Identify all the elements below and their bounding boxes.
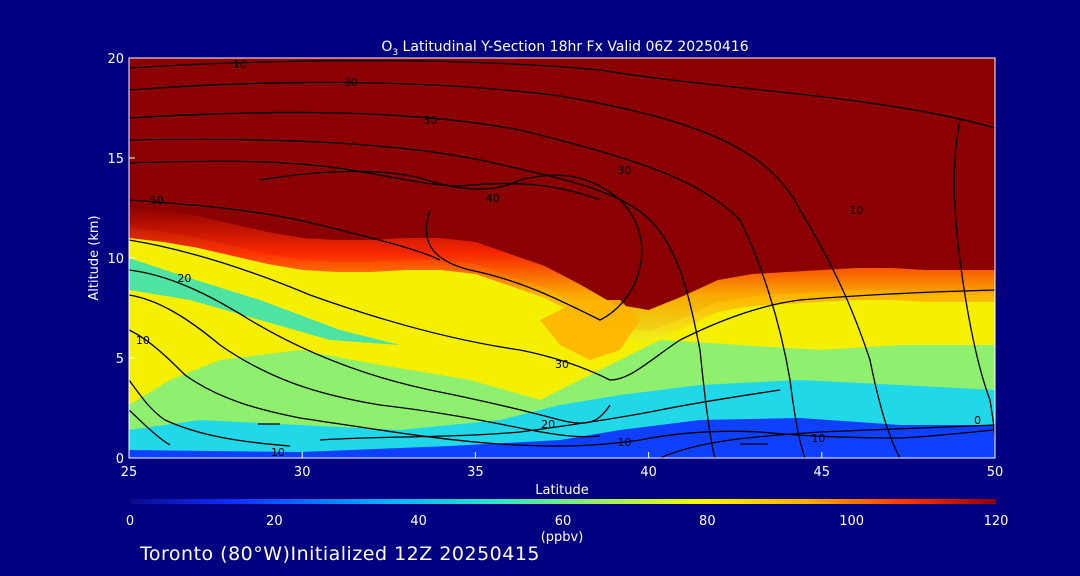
x-tick-label: 50 — [987, 465, 1004, 480]
colorbar-tick-label: 20 — [266, 514, 283, 529]
contour-label: 10 — [617, 436, 631, 449]
blue-layer — [129, 418, 995, 458]
x-axis-label: Latitude — [535, 483, 589, 498]
contour-label: 30 — [423, 114, 437, 127]
y-tick-label: 15 — [107, 152, 124, 167]
contour-label: 30 — [617, 164, 631, 177]
contour-label: 10 — [233, 58, 247, 71]
x-tick-label: 30 — [294, 465, 311, 480]
y-axis: 0 5 10 15 20 — [107, 52, 135, 467]
contour-label: 10 — [136, 334, 150, 347]
contour-label: 40 — [486, 192, 500, 205]
colorbar-tick-label: 100 — [839, 514, 864, 529]
contour-label: 50 — [150, 194, 164, 207]
plot-area: 10 20 50 40 30 30 30 10 10 30 20 10 10 10 0 — [129, 58, 995, 459]
y-axis-label: Altitude (km) — [87, 215, 102, 300]
tropopause-band — [129, 206, 995, 342]
colorbar-ticks: 0 20 40 60 80 100 120 — [126, 514, 1009, 529]
x-tick-label: 25 — [121, 465, 138, 480]
contour-label: 30 — [344, 76, 358, 89]
orange-core — [540, 300, 640, 360]
colorbar-tick-label: 80 — [699, 514, 716, 529]
footer-initialized: Initialized 12Z 20250415 — [290, 543, 541, 565]
y-tick-label: 0 — [116, 452, 124, 467]
contour-label: 20 — [541, 418, 555, 431]
contour-labels: 10 20 50 40 30 30 30 10 10 30 20 10 10 10 0 — [136, 58, 981, 459]
y-tick-label: 5 — [116, 352, 124, 367]
x-tick-label: 45 — [814, 465, 831, 480]
footer: Toronto (80°W)Initialized 12Z 20250415 — [140, 543, 540, 565]
colorbar-tick-label: 0 — [126, 514, 134, 529]
contour-label: 20 — [177, 272, 191, 285]
colorbar — [130, 499, 996, 504]
x-axis: 25 30 35 40 45 50 — [121, 452, 1004, 480]
contour-label: 0 — [974, 414, 981, 427]
contour-label: 30 — [555, 358, 569, 371]
colorbar-tick-label: 60 — [555, 514, 572, 529]
chart-title: O3 Latitudinal Y-Section 18hr Fx Valid 0… — [381, 39, 748, 58]
contour-label: 10 — [849, 204, 863, 217]
colorbar-unit: (ppbv) — [541, 530, 584, 545]
contour-label: 10 — [811, 432, 825, 445]
contour-lines — [129, 60, 995, 458]
colorbar-tick-label: 40 — [410, 514, 427, 529]
colorbar-tick-label: 120 — [984, 514, 1009, 529]
x-tick-label: 40 — [640, 465, 657, 480]
y-tick-label: 10 — [107, 252, 124, 267]
contour-label: 10 — [271, 446, 285, 459]
x-tick-label: 35 — [467, 465, 484, 480]
footer-location: Toronto (80°W) — [140, 543, 291, 565]
y-tick-label: 20 — [107, 52, 124, 67]
